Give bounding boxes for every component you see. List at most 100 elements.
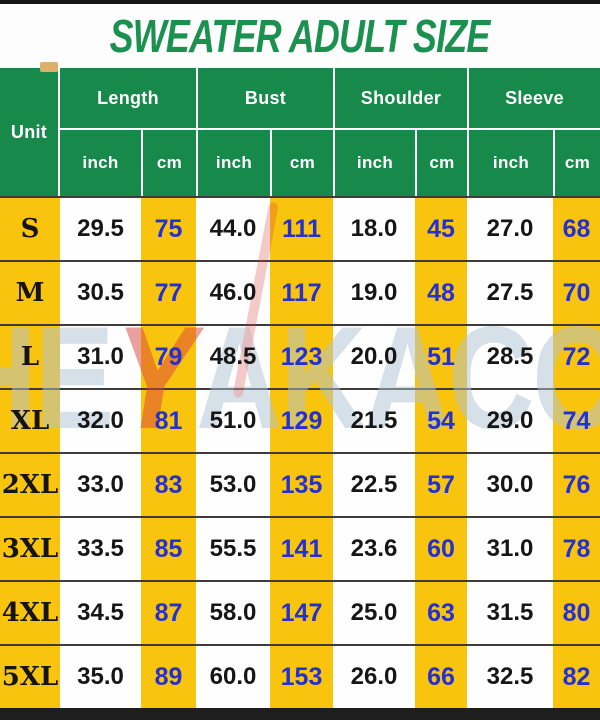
- table-row-5xl: 5XL 35.0 89 60.0 153 26.0 66 32.5 82: [0, 644, 600, 708]
- bust-inch-cell: 48.5: [196, 326, 270, 388]
- shoulder-cm-cell: 48: [415, 262, 467, 324]
- value: 80: [562, 598, 591, 627]
- value: 85: [154, 534, 183, 563]
- size-label: M: [15, 278, 45, 308]
- subheader-sleeve-cm: cm: [553, 130, 600, 196]
- bust-inch-cell: 58.0: [196, 582, 270, 644]
- size-label: S: [20, 214, 40, 244]
- subheader-bust-cm: cm: [270, 130, 333, 196]
- table-row-s: S 29.5 75 44.0 111 18.0 45 27.0 68: [0, 196, 600, 260]
- bust-cm-cell: 141: [270, 518, 333, 580]
- value: 77: [154, 278, 183, 307]
- value: 58.0: [209, 599, 257, 626]
- sleeve-inch-cell: 31.0: [467, 518, 553, 580]
- shoulder-inch-cell: 23.6: [333, 518, 415, 580]
- shoulder-cm-cell: 51: [415, 326, 467, 388]
- value: 30.0: [486, 471, 534, 498]
- table-header: Unit Length Bust Shoulder Sleeve inch cm…: [0, 62, 600, 196]
- sleeve-inch-cell: 27.5: [467, 262, 553, 324]
- value: 51.0: [209, 407, 257, 434]
- bust-inch-cell: 46.0: [196, 262, 270, 324]
- value: 35.0: [77, 663, 124, 690]
- value: 123: [280, 342, 323, 371]
- value: 48.5: [209, 343, 257, 370]
- shoulder-cm-cell: 54: [415, 390, 467, 452]
- value: 117: [281, 278, 322, 307]
- length-cm-cell: 83: [141, 454, 196, 516]
- value: 66: [427, 662, 455, 691]
- bust-inch-cell: 60.0: [196, 646, 270, 708]
- length-inch-cell: 35.0: [60, 646, 141, 708]
- shoulder-cm-cell: 66: [415, 646, 467, 708]
- value: 28.5: [486, 343, 534, 370]
- value: 87: [154, 598, 183, 627]
- header-tab-mark: [40, 62, 58, 72]
- value: 29.5: [77, 215, 124, 242]
- value: 31.0: [486, 535, 534, 562]
- size-label-cell: XL: [0, 390, 60, 452]
- length-inch-cell: 33.0: [60, 454, 141, 516]
- length-inch-cell: 30.5: [60, 262, 141, 324]
- shoulder-inch-cell: 19.0: [333, 262, 415, 324]
- size-label: L: [20, 342, 40, 372]
- value: 32.5: [486, 663, 534, 690]
- group-header-length: Length: [60, 68, 196, 130]
- table-row-xl: XL 32.0 81 51.0 129 21.5 54 29.0 74: [0, 388, 600, 452]
- value: 135: [280, 470, 323, 499]
- shoulder-inch-cell: 22.5: [333, 454, 415, 516]
- sleeve-inch-cell: 32.5: [467, 646, 553, 708]
- length-cm-cell: 87: [141, 582, 196, 644]
- length-inch-cell: 33.5: [60, 518, 141, 580]
- value: 25.0: [350, 599, 398, 626]
- size-label-cell: S: [0, 198, 60, 260]
- value: 111: [282, 214, 321, 243]
- size-label-cell: L: [0, 326, 60, 388]
- value: 33.5: [77, 535, 124, 562]
- bust-cm-cell: 117: [270, 262, 333, 324]
- bust-inch-cell: 55.5: [196, 518, 270, 580]
- value: 129: [280, 406, 323, 435]
- size-label: 5XL: [1, 662, 59, 692]
- sleeve-cm-cell: 82: [553, 646, 600, 708]
- length-inch-cell: 34.5: [60, 582, 141, 644]
- bust-cm-cell: 123: [270, 326, 333, 388]
- value: 72: [562, 342, 591, 371]
- sleeve-inch-cell: 29.0: [467, 390, 553, 452]
- sleeve-cm-cell: 68: [553, 198, 600, 260]
- size-label-cell: 5XL: [0, 646, 60, 708]
- bust-cm-cell: 147: [270, 582, 333, 644]
- size-label-cell: 3XL: [0, 518, 60, 580]
- size-label: 3XL: [1, 534, 59, 564]
- value: 30.5: [77, 279, 124, 306]
- length-cm-cell: 81: [141, 390, 196, 452]
- sleeve-cm-cell: 74: [553, 390, 600, 452]
- sleeve-inch-cell: 28.5: [467, 326, 553, 388]
- value: 27.5: [486, 279, 534, 306]
- length-cm-cell: 89: [141, 646, 196, 708]
- table-row-2xl: 2XL 33.0 83 53.0 135 22.5 57 30.0 76: [0, 452, 600, 516]
- size-label-cell: 2XL: [0, 454, 60, 516]
- table-body: S 29.5 75 44.0 111 18.0 45 27.0 68 M 30.…: [0, 196, 600, 708]
- bottom-border-bar: [0, 708, 600, 720]
- value: 21.5: [350, 407, 398, 434]
- shoulder-inch-cell: 18.0: [333, 198, 415, 260]
- value: 33.0: [77, 471, 124, 498]
- group-header-shoulder: Shoulder: [333, 68, 467, 130]
- value: 70: [562, 278, 591, 307]
- group-header-sleeve: Sleeve: [467, 68, 600, 130]
- value: 63: [427, 598, 455, 627]
- length-inch-cell: 32.0: [60, 390, 141, 452]
- length-cm-cell: 75: [141, 198, 196, 260]
- size-label: XL: [10, 406, 50, 436]
- subheader-shoulder-cm: cm: [415, 130, 467, 196]
- value: 74: [562, 406, 591, 435]
- length-inch-cell: 29.5: [60, 198, 141, 260]
- sleeve-cm-cell: 78: [553, 518, 600, 580]
- bust-cm-cell: 111: [270, 198, 333, 260]
- table-row-4xl: 4XL 34.5 87 58.0 147 25.0 63 31.5 80: [0, 580, 600, 644]
- value: 54: [427, 406, 455, 435]
- sleeve-cm-cell: 72: [553, 326, 600, 388]
- length-cm-cell: 79: [141, 326, 196, 388]
- shoulder-inch-cell: 21.5: [333, 390, 415, 452]
